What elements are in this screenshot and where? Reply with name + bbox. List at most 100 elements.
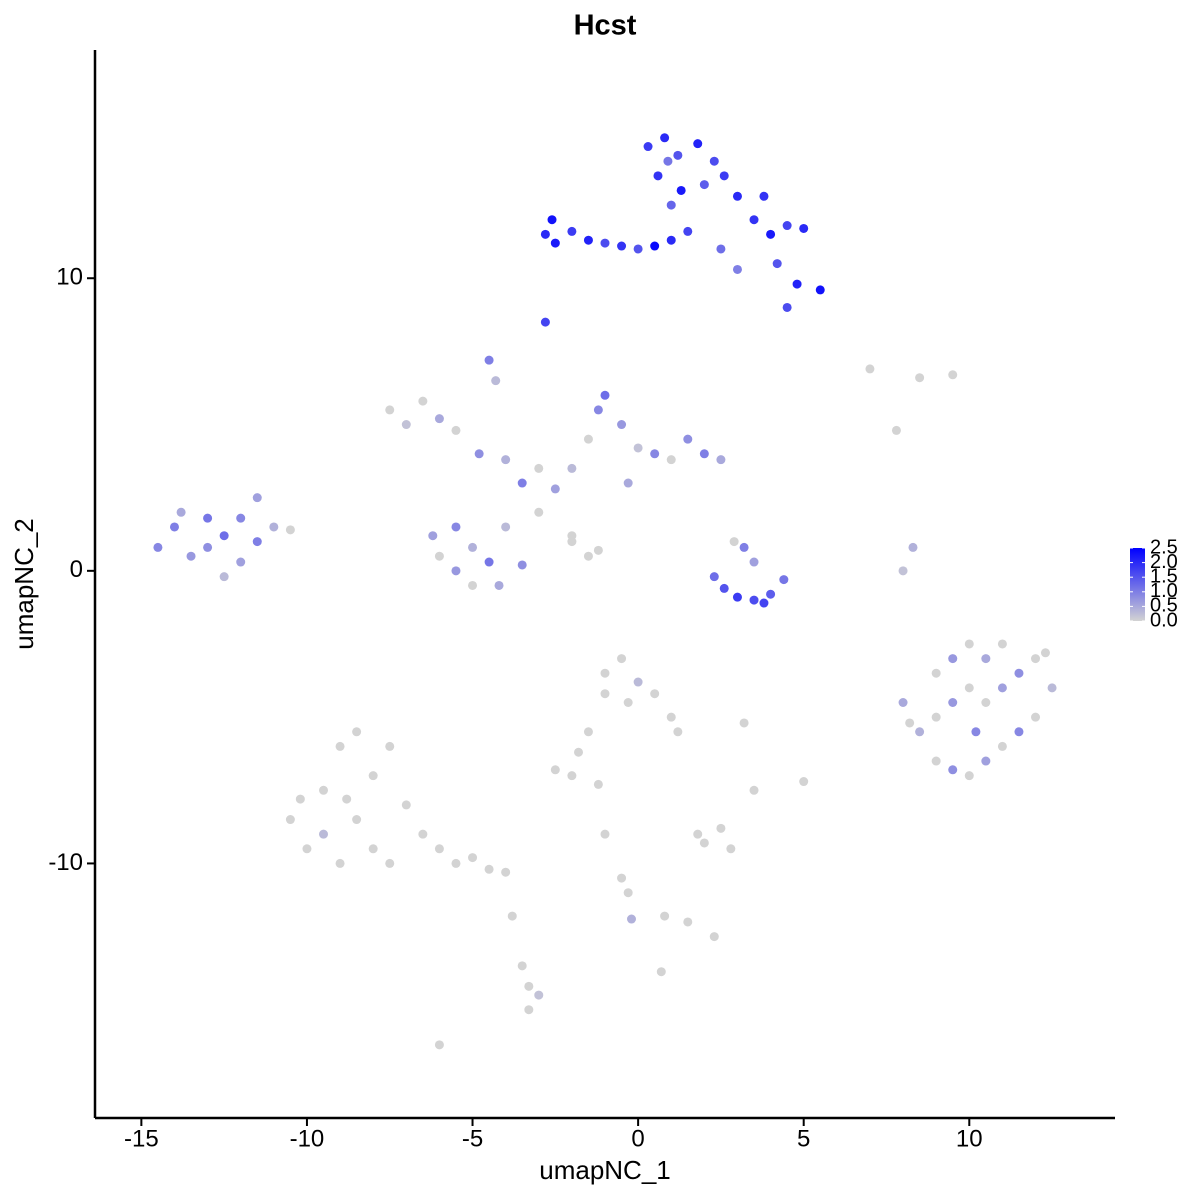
point: [716, 455, 726, 465]
point: [583, 727, 593, 737]
point: [997, 683, 1007, 693]
point: [931, 668, 941, 678]
point: [593, 405, 603, 415]
point: [726, 844, 736, 854]
point: [981, 756, 991, 766]
point: [656, 967, 666, 977]
point: [269, 522, 279, 532]
point: [815, 285, 825, 295]
point: [759, 598, 769, 608]
point: [186, 551, 196, 561]
point: [766, 229, 776, 239]
point: [319, 829, 329, 839]
point: [593, 545, 603, 555]
points: [153, 133, 1057, 1050]
point: [948, 654, 958, 664]
point: [540, 229, 550, 239]
point: [517, 478, 527, 488]
y-tick-label: 0: [70, 556, 83, 583]
point: [302, 844, 312, 854]
point: [699, 449, 709, 459]
point: [981, 654, 991, 664]
point: [534, 507, 544, 517]
point: [352, 727, 362, 737]
point: [799, 777, 809, 787]
point: [295, 794, 305, 804]
point: [236, 557, 246, 567]
point: [663, 156, 673, 166]
point: [285, 815, 295, 825]
point: [732, 191, 742, 201]
point: [997, 639, 1007, 649]
point: [683, 226, 693, 236]
point: [617, 873, 627, 883]
point: [623, 888, 633, 898]
point: [252, 537, 262, 547]
point: [1014, 727, 1024, 737]
point: [219, 572, 229, 582]
point: [468, 580, 478, 590]
point: [676, 185, 686, 195]
point: [401, 800, 411, 810]
x-tick-label: -15: [124, 1125, 159, 1152]
colorbar-tick-label: 0.5: [1150, 595, 1178, 617]
point: [567, 463, 577, 473]
point: [693, 139, 703, 149]
point: [418, 396, 428, 406]
point: [759, 191, 769, 201]
point: [898, 566, 908, 576]
point: [583, 434, 593, 444]
point: [540, 317, 550, 327]
point: [660, 911, 670, 921]
point: [385, 741, 395, 751]
point: [550, 765, 560, 775]
point: [203, 513, 213, 523]
colorbar-tick-label: 0.0: [1150, 609, 1178, 631]
point: [534, 990, 544, 1000]
x-tick-label: -5: [462, 1125, 483, 1152]
point: [729, 537, 739, 547]
point: [666, 200, 676, 210]
point: [766, 589, 776, 599]
point: [626, 914, 636, 924]
point: [779, 575, 789, 585]
point: [749, 595, 759, 605]
point: [905, 718, 915, 728]
point: [650, 449, 660, 459]
point: [574, 747, 584, 757]
point: [385, 405, 395, 415]
point: [908, 542, 918, 552]
point: [335, 741, 345, 751]
point: [600, 390, 610, 400]
point: [650, 241, 660, 251]
point: [484, 557, 494, 567]
point: [451, 425, 461, 435]
point: [716, 823, 726, 833]
x-tick-label: -10: [290, 1125, 325, 1152]
x-axis-label: umapNC_1: [539, 1155, 671, 1185]
point: [352, 815, 362, 825]
point: [507, 911, 517, 921]
point: [782, 302, 792, 312]
point: [1031, 654, 1041, 664]
point: [617, 654, 627, 664]
point: [964, 639, 974, 649]
point: [219, 531, 229, 541]
point: [749, 785, 759, 795]
point: [567, 771, 577, 781]
colorbar-tick-label: 1.0: [1150, 580, 1178, 602]
point: [693, 829, 703, 839]
point: [633, 443, 643, 453]
point: [468, 853, 478, 863]
point: [550, 484, 560, 494]
point: [643, 142, 653, 152]
point: [285, 525, 295, 535]
point: [948, 765, 958, 775]
point: [666, 712, 676, 722]
point: [176, 507, 186, 517]
point: [633, 677, 643, 687]
point: [865, 364, 875, 374]
colorbar: [1130, 548, 1145, 621]
point: [673, 150, 683, 160]
point: [550, 238, 560, 248]
